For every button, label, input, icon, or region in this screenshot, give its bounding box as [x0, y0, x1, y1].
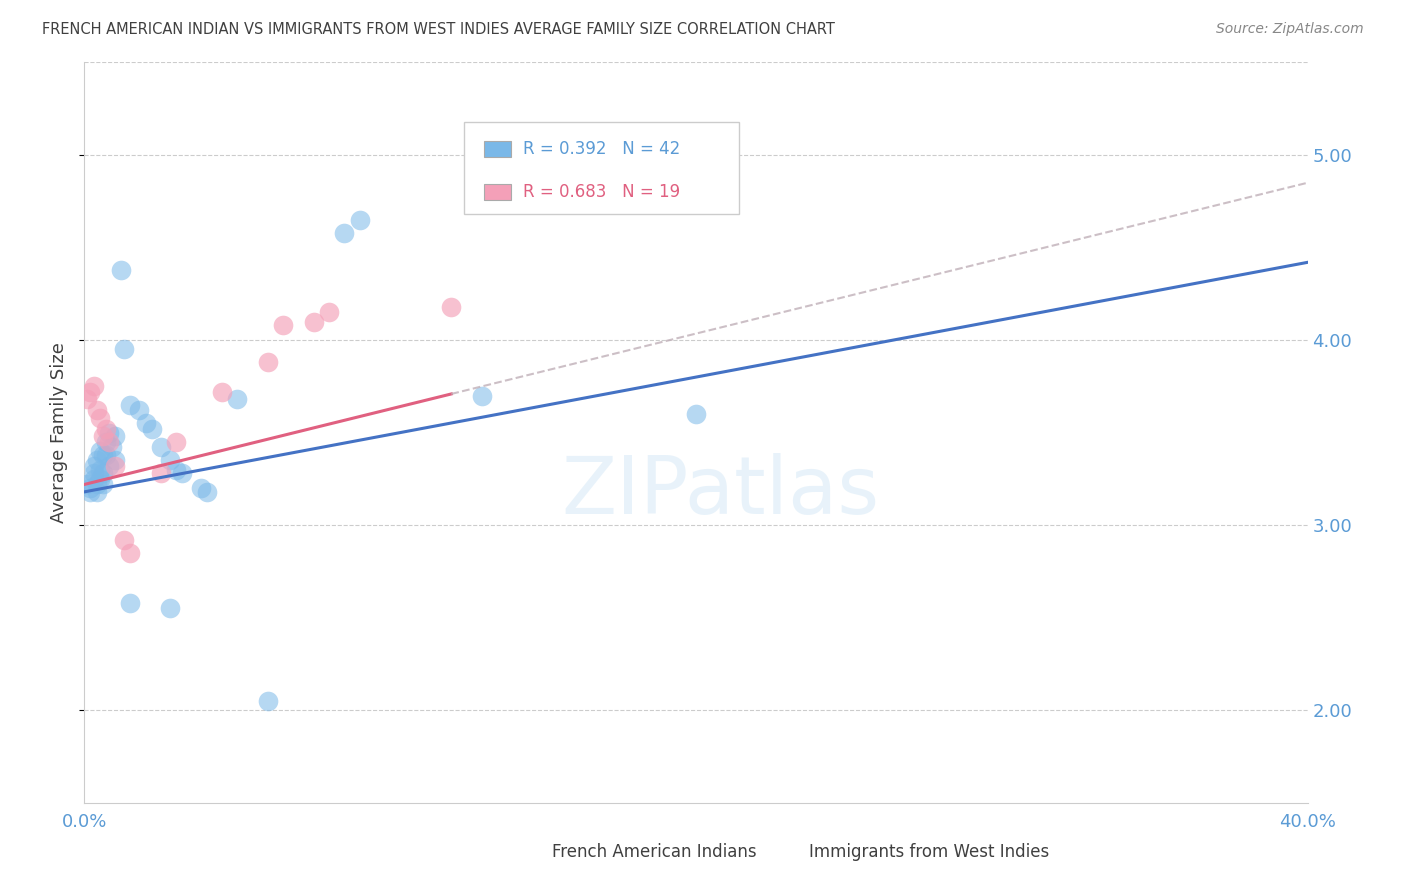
- Point: [112, 533, 135, 547]
- Point: [149, 441, 172, 455]
- Text: R = 0.392   N = 42: R = 0.392 N = 42: [523, 140, 681, 158]
- Text: ZIPatlas: ZIPatlas: [561, 453, 880, 531]
- Point: [120, 546, 142, 560]
- Point: [172, 467, 194, 481]
- Point: [89, 410, 111, 425]
- Point: [83, 467, 105, 481]
- Point: [159, 601, 181, 615]
- Point: [91, 477, 114, 491]
- Point: [89, 444, 111, 458]
- Point: [257, 355, 280, 369]
- Point: [195, 484, 218, 499]
- Point: [86, 477, 108, 491]
- Point: [91, 429, 114, 443]
- Point: [104, 453, 127, 467]
- Point: [76, 477, 98, 491]
- Point: [349, 212, 371, 227]
- Point: [159, 453, 181, 467]
- Point: [149, 467, 172, 481]
- Point: [83, 472, 105, 486]
- Point: [165, 434, 187, 449]
- Point: [83, 379, 105, 393]
- Point: [86, 484, 108, 499]
- Point: [271, 318, 294, 333]
- Point: [190, 481, 212, 495]
- Point: [128, 403, 150, 417]
- Point: [440, 300, 463, 314]
- Point: [101, 441, 124, 455]
- Text: Immigrants from West Indies: Immigrants from West Indies: [808, 844, 1049, 862]
- Text: Source: ZipAtlas.com: Source: ZipAtlas.com: [1216, 22, 1364, 37]
- Point: [97, 425, 120, 440]
- Text: French American Indians: French American Indians: [551, 844, 756, 862]
- Point: [471, 388, 494, 402]
- Point: [89, 472, 111, 486]
- Point: [83, 458, 105, 473]
- Point: [86, 403, 108, 417]
- Point: [257, 694, 280, 708]
- Point: [86, 453, 108, 467]
- FancyBboxPatch shape: [506, 847, 543, 870]
- Point: [120, 398, 142, 412]
- Point: [112, 343, 135, 357]
- FancyBboxPatch shape: [464, 121, 738, 214]
- FancyBboxPatch shape: [484, 141, 512, 157]
- Point: [94, 434, 117, 449]
- Text: FRENCH AMERICAN INDIAN VS IMMIGRANTS FROM WEST INDIES AVERAGE FAMILY SIZE CORREL: FRENCH AMERICAN INDIAN VS IMMIGRANTS FRO…: [42, 22, 835, 37]
- Point: [79, 484, 101, 499]
- Point: [685, 407, 707, 421]
- Point: [302, 315, 325, 329]
- Point: [318, 305, 340, 319]
- Y-axis label: Average Family Size: Average Family Size: [51, 343, 69, 523]
- Point: [120, 596, 142, 610]
- Point: [135, 417, 157, 431]
- Point: [91, 467, 114, 481]
- Point: [104, 458, 127, 473]
- Point: [91, 448, 114, 462]
- FancyBboxPatch shape: [763, 847, 800, 870]
- Point: [104, 429, 127, 443]
- Point: [226, 392, 249, 407]
- Point: [165, 462, 187, 476]
- FancyBboxPatch shape: [484, 184, 512, 200]
- Point: [211, 384, 233, 399]
- Point: [79, 384, 101, 399]
- Point: [94, 422, 117, 436]
- Point: [141, 422, 163, 436]
- Point: [97, 458, 120, 473]
- Point: [333, 226, 356, 240]
- Point: [97, 434, 120, 449]
- Text: R = 0.683   N = 19: R = 0.683 N = 19: [523, 183, 681, 201]
- Point: [89, 462, 111, 476]
- Point: [79, 481, 101, 495]
- Point: [94, 448, 117, 462]
- Point: [76, 392, 98, 407]
- Point: [110, 262, 132, 277]
